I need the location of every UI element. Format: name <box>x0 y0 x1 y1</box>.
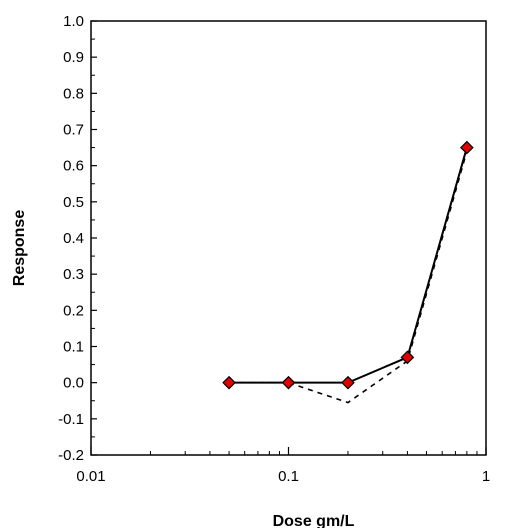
data-point-marker <box>222 375 236 390</box>
y-tick-label: 0.7 <box>63 122 84 139</box>
y-tick-label: 1.0 <box>63 13 84 30</box>
y-tick-label: 0.2 <box>63 302 84 319</box>
series-layer <box>222 140 474 404</box>
y-tick-label: 0.3 <box>63 266 84 283</box>
y-tick-label: 0.8 <box>63 85 84 102</box>
y-tick-label: 0.6 <box>63 158 84 175</box>
y-axis-title: Response <box>11 210 28 287</box>
ticks-layer <box>90 20 487 456</box>
y-tick-label: -0.2 <box>58 447 84 464</box>
dashed-series-line <box>229 150 468 404</box>
x-tick-label: 0.01 <box>76 468 105 485</box>
x-tick-label: 1 <box>482 468 490 485</box>
data-point-marker <box>460 140 474 155</box>
data-point-marker <box>281 375 296 390</box>
y-tick-label: 0.4 <box>63 230 84 247</box>
data-point-marker <box>341 375 355 390</box>
solid-series-line <box>229 147 468 384</box>
y-tick-label: 0.9 <box>63 49 84 66</box>
x-tick-label: 0.1 <box>278 468 299 485</box>
data-point-marker <box>400 350 415 365</box>
labels-layer: -0.2 -0.1 0.0 0.1 0.2 0.3 0.4 0.5 0.6 0.7 0.8 0.9 1.… <box>58 13 490 485</box>
x-axis-title: Dose gm/L <box>273 513 355 528</box>
y-tick-label: 0.0 <box>63 375 84 392</box>
plot-frame <box>90 20 487 456</box>
y-tick-label: 0.5 <box>63 194 84 211</box>
y-tick-label: -0.1 <box>58 411 84 428</box>
y-tick-label: 0.1 <box>63 339 84 356</box>
